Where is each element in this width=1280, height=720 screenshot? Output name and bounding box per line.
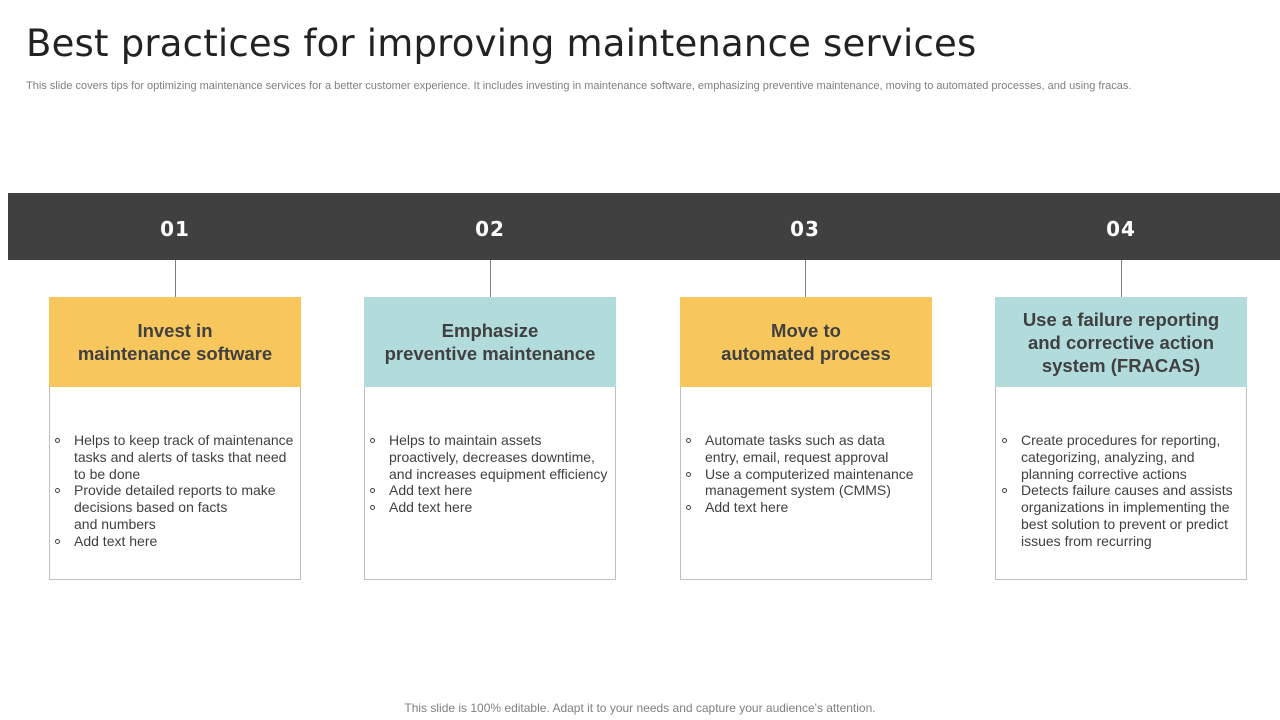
step-heading-3-line-1: Move to <box>771 320 841 341</box>
hollow-bullet-icon <box>55 438 60 443</box>
step-heading-2-line-1: Emphasize <box>441 320 539 341</box>
bullet-item: Add text here <box>364 482 609 499</box>
bullet-item: Use a computerized maintenance managemen… <box>680 466 925 500</box>
step-heading-1: Invest in maintenance software <box>49 297 301 387</box>
step-heading-4: Use a failure reporting and corrective a… <box>995 297 1247 387</box>
bullet-item: Provide detailed reports to make decisio… <box>49 482 294 532</box>
step-connector-1 <box>175 260 176 297</box>
step-connector-4 <box>1121 260 1122 297</box>
hollow-bullet-icon <box>55 538 60 544</box>
bullet-item: Add text here <box>680 499 925 516</box>
step-number-4: 04 <box>1106 217 1136 241</box>
step-number-3: 03 <box>790 217 820 241</box>
hollow-bullet-icon <box>1002 488 1007 494</box>
bullet-item: Helps to keep track of maintenance tasks… <box>49 432 294 482</box>
step-heading-1-line-1: Invest in <box>137 320 213 341</box>
step-connector-3 <box>805 260 806 297</box>
slide-title: Best practices for improving maintenance… <box>26 22 977 65</box>
step-connector-2 <box>490 260 491 297</box>
step-heading-2-line-2: preventive maintenance <box>384 343 596 364</box>
hollow-bullet-icon <box>370 438 375 443</box>
step-number-band <box>8 193 1280 260</box>
slide-footer: This slide is 100% editable. Adapt it to… <box>404 701 876 715</box>
hollow-bullet-icon <box>1002 438 1007 443</box>
hollow-bullet-icon <box>55 488 60 494</box>
step-heading-1-line-2: maintenance software <box>77 343 273 364</box>
hollow-bullet-icon <box>686 471 691 477</box>
step-number-2: 02 <box>475 217 505 241</box>
step-bullets-3: Automate tasks such as data entry, email… <box>680 432 925 516</box>
bullet-item: Add text here <box>364 499 609 516</box>
bullet-item: Automate tasks such as data entry, email… <box>680 432 925 466</box>
bullet-item: Add text here <box>49 533 294 550</box>
hollow-bullet-icon <box>686 438 691 443</box>
step-number-1: 01 <box>160 217 190 241</box>
step-heading-4-line-2: and corrective action <box>1027 331 1215 353</box>
step-heading-4-line-1: Use a failure reporting <box>1022 308 1220 330</box>
hollow-bullet-icon <box>686 505 691 511</box>
step-heading-3: Move to automated process <box>680 297 932 387</box>
bullet-item: Detects failure causes and assists organ… <box>996 482 1241 549</box>
hollow-bullet-icon <box>370 505 375 511</box>
step-bullets-1: Helps to keep track of maintenance tasks… <box>49 432 294 550</box>
step-heading-4-line-3: system (FRACAS) <box>1041 354 1201 376</box>
bullet-item: Create procedures for reporting, categor… <box>996 432 1241 482</box>
step-heading-2: Emphasize preventive maintenance <box>364 297 616 387</box>
slide-subtitle: This slide covers tips for optimizing ma… <box>26 80 1132 92</box>
step-bullets-2: Helps to maintain assets proactively, de… <box>364 432 609 516</box>
step-heading-3-line-2: automated process <box>721 343 891 364</box>
bullet-item: Helps to maintain assets proactively, de… <box>364 432 609 482</box>
step-bullets-4: Create procedures for reporting, categor… <box>996 432 1241 550</box>
hollow-bullet-icon <box>370 488 375 494</box>
